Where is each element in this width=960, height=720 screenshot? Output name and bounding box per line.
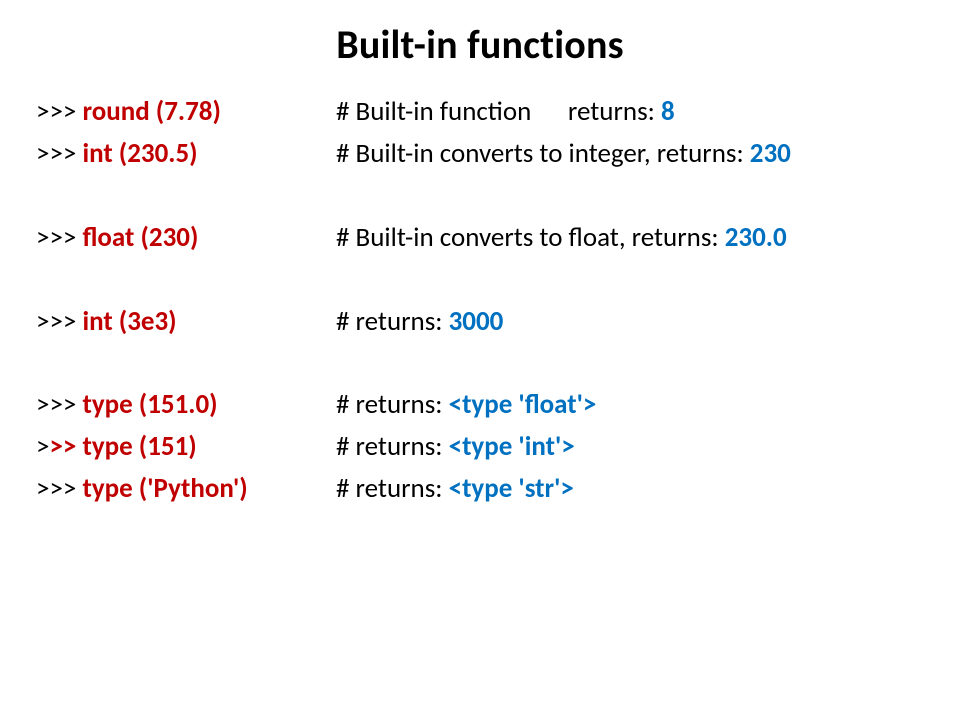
text-segment: # returns: (336, 472, 449, 505)
code-prompt-col: >>> type (151) (36, 426, 336, 468)
text-segment: > (36, 430, 49, 463)
text-segment: round (7.78) (82, 95, 220, 128)
code-prompt-col: >>> type (151.0) (36, 384, 336, 426)
text-segment: >>> (36, 137, 82, 170)
slide-container: Built-in functions >>> round (7.78)# Bui… (0, 0, 960, 720)
code-comment-col: # returns: 3000 (336, 301, 924, 343)
code-comment-col: # returns: <type 'int'> (336, 426, 924, 468)
code-prompt-col: >>> int (3e3) (36, 301, 336, 343)
code-row: >>> type (151.0)# returns: <type 'float'… (36, 384, 924, 426)
text-segment: # returns: (336, 430, 449, 463)
text-segment: <type 'float'> (449, 388, 597, 421)
text-segment: 3000 (449, 305, 504, 338)
blank-line (36, 259, 924, 301)
text-segment: >>> (36, 388, 82, 421)
code-comment-col: # returns: <type 'float'> (336, 384, 924, 426)
code-prompt-col: >>> float (230) (36, 217, 336, 259)
text-segment: # returns: (336, 305, 449, 338)
code-prompt-col: >>> round (7.78) (36, 91, 336, 133)
code-row: >>> type (151)# returns: <type 'int'> (36, 426, 924, 468)
code-row: >>> type ('Python')# returns: <type 'str… (36, 468, 924, 510)
blank-line (36, 342, 924, 384)
code-rows: >>> round (7.78)# Built-in function retu… (36, 91, 924, 510)
code-comment-col: # Built-in converts to float, returns: 2… (336, 217, 924, 259)
text-segment: type (151.0) (82, 388, 217, 421)
text-segment: 230.0 (725, 221, 787, 254)
text-segment: >>> (36, 472, 82, 505)
code-comment-col: # returns: <type 'str'> (336, 468, 924, 510)
text-segment: # Built-in function returns: (336, 95, 661, 128)
blank-line (36, 175, 924, 217)
code-comment-col: # Built-in converts to integer, returns:… (336, 133, 924, 175)
text-segment: <type 'int'> (449, 430, 575, 463)
text-segment: # Built-in converts to float, returns: (336, 221, 725, 254)
code-row: >>> int (3e3)# returns: 3000 (36, 301, 924, 343)
text-segment: # Built-in converts to integer, returns: (336, 137, 750, 170)
text-segment: >> (49, 430, 82, 463)
code-row: >>> round (7.78)# Built-in function retu… (36, 91, 924, 133)
code-row: >>> int (230.5)# Built-in converts to in… (36, 133, 924, 175)
text-segment: 230 (750, 137, 791, 170)
code-prompt-col: >>> type ('Python') (36, 468, 336, 510)
code-comment-col: # Built-in function returns: 8 (336, 91, 924, 133)
text-segment: type (151) (82, 430, 196, 463)
text-segment: float (230) (82, 221, 198, 254)
text-segment: >>> (36, 95, 82, 128)
text-segment: >>> (36, 221, 82, 254)
text-segment: # returns: (336, 388, 449, 421)
text-segment: type ('Python') (82, 472, 247, 505)
text-segment: int (230.5) (82, 137, 197, 170)
text-segment: 8 (661, 95, 675, 128)
text-segment: >>> (36, 305, 82, 338)
code-prompt-col: >>> int (230.5) (36, 133, 336, 175)
code-row: >>> float (230)# Built-in converts to fl… (36, 217, 924, 259)
text-segment: <type 'str'> (449, 472, 574, 505)
slide-title: Built-in functions (36, 20, 924, 69)
text-segment: int (3e3) (82, 305, 176, 338)
